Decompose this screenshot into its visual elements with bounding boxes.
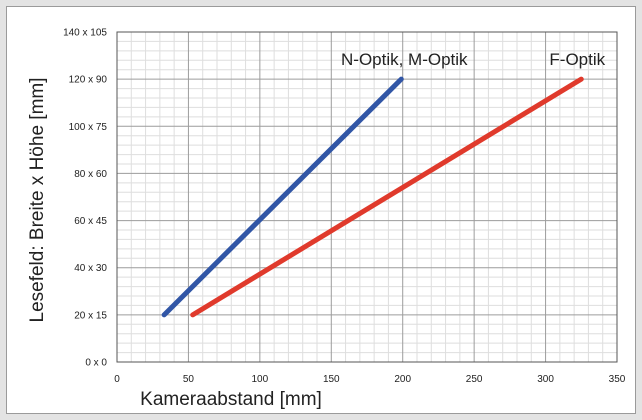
y-tick-label: 80 x 60 — [74, 169, 107, 180]
y-axis-title: Lesefeld: Breite x Höhe [mm] — [27, 78, 48, 323]
x-tick-label: 300 — [537, 374, 554, 385]
x-tick-label: 250 — [466, 374, 483, 385]
plot-border — [116, 31, 618, 363]
major-grid — [117, 32, 617, 362]
x-tick-label: 350 — [609, 374, 626, 385]
y-tick-labels: 0 x 0 20 x 15 40 x 30 60 x 45 80 x 60 100 x 7… — [63, 28, 107, 369]
x-tick-labels: 0 50 100 150 200 250 300 350 — [114, 374, 626, 385]
series-label-f-optik: F-Optik — [549, 50, 605, 69]
x-tick-label: 200 — [394, 374, 411, 385]
series-label-n-m-optik: N-Optik, M-Optik — [341, 50, 468, 69]
minor-grid — [117, 32, 617, 362]
x-tick-label: 50 — [183, 374, 195, 385]
y-tick-label: 0 x 0 — [85, 358, 107, 369]
y-tick-label: 120 x 90 — [69, 75, 108, 86]
y-tick-label: 20 x 15 — [74, 310, 107, 321]
x-tick-label: 150 — [323, 374, 340, 385]
x-axis-title: Kameraabstand [mm] — [140, 389, 322, 410]
y-tick-label: 60 x 45 — [74, 216, 107, 227]
series-line-1 — [190, 76, 584, 318]
y-tick-label: 140 x 105 — [63, 28, 107, 39]
y-tick-label: 100 x 75 — [69, 122, 108, 133]
y-tick-label: 40 x 30 — [74, 263, 107, 274]
series-lines — [161, 76, 584, 318]
x-tick-label: 0 — [114, 374, 120, 385]
x-tick-label: 100 — [252, 374, 269, 385]
series-line-0 — [161, 76, 404, 318]
